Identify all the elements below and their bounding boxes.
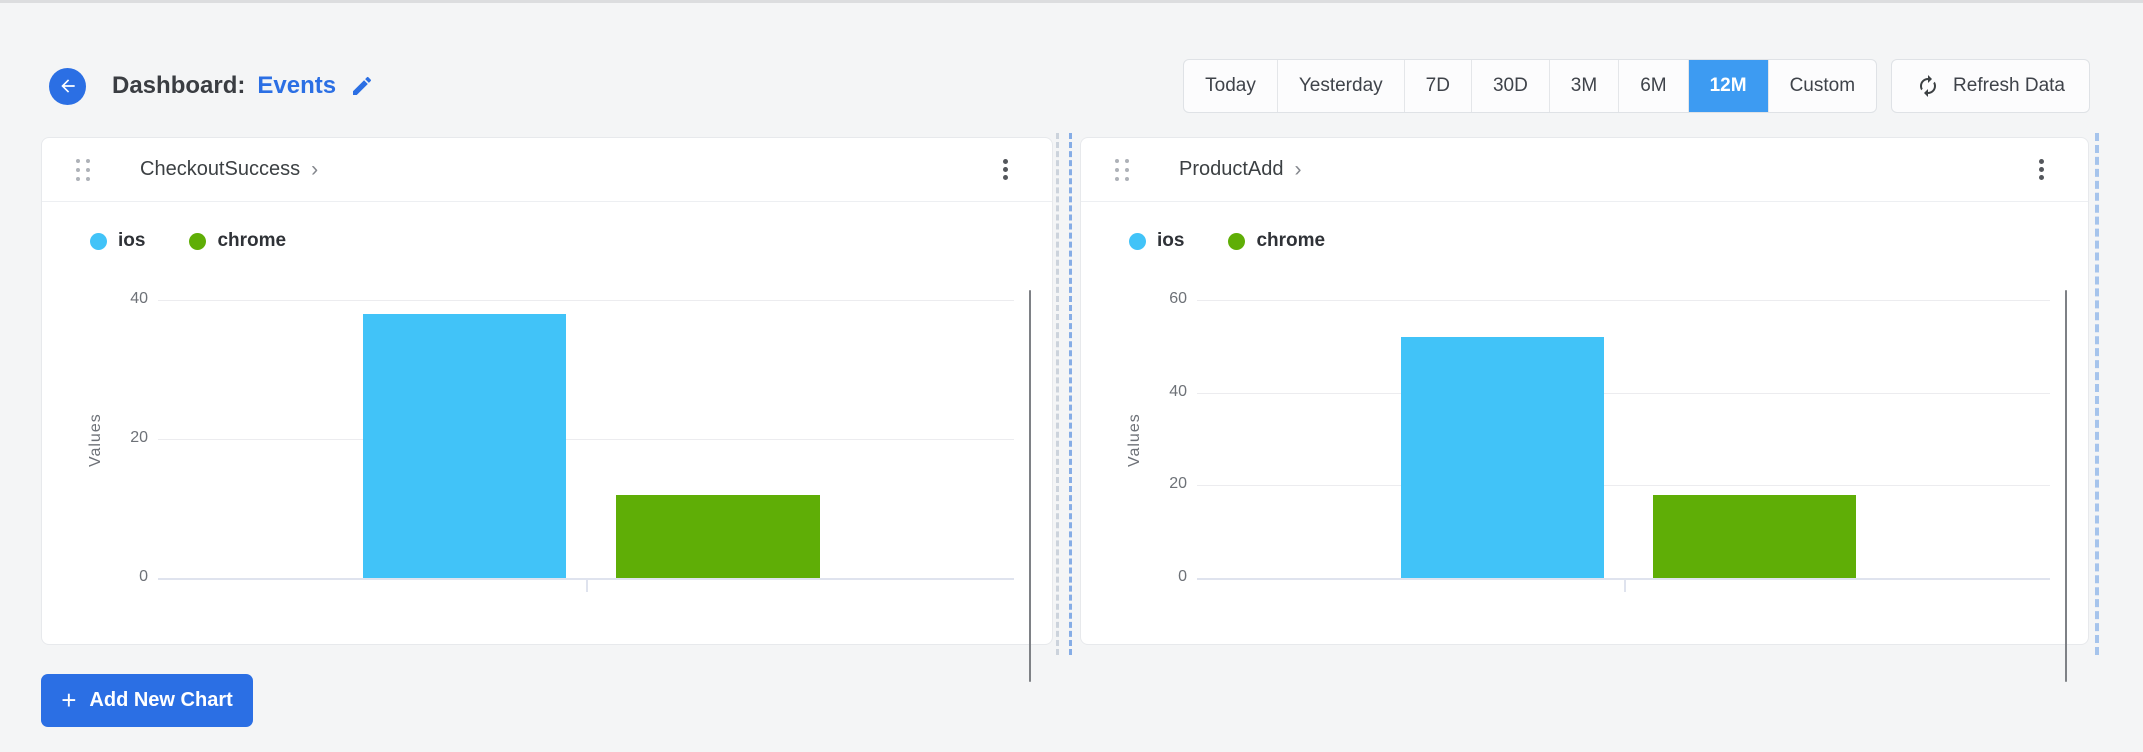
x-axis-tick <box>1623 578 1626 592</box>
chart-title-link[interactable]: ProductAdd › <box>1179 158 1302 181</box>
legend-label: chrome <box>217 230 287 251</box>
add-new-chart-button[interactable]: + Add New Chart <box>41 674 253 727</box>
x-axis-tick <box>586 578 588 592</box>
legend-label: chrome <box>1256 230 1326 251</box>
range-button-custom[interactable]: Custom <box>1767 60 1876 112</box>
chart-legend: ios chrome <box>1129 230 1325 252</box>
chart-title-link[interactable]: CheckoutSuccess › <box>140 158 318 181</box>
dashboard-canvas: CheckoutSuccess › ios chrome Values 0 20 4… <box>0 122 2143 752</box>
legend-dot-chrome <box>1228 232 1246 250</box>
top-border-line <box>0 0 2143 3</box>
edit-dashboard-name-button[interactable] <box>350 74 374 98</box>
bar-ios[interactable] <box>1400 337 1604 578</box>
back-button[interactable] <box>49 67 86 105</box>
bar-plot-area: 0 20 40 60 <box>1169 290 2050 592</box>
y-tick-label: 40 <box>130 290 148 307</box>
refresh-label: Refresh Data <box>1953 75 2065 96</box>
plus-icon: + <box>61 684 77 715</box>
y-tick-label: 0 <box>1178 568 1187 585</box>
y-axis-title: Values <box>1126 413 1143 467</box>
range-button-3m[interactable]: 3M <box>1548 60 1618 112</box>
legend-dot-chrome <box>189 232 207 250</box>
drag-handle-icon[interactable] <box>1111 155 1133 185</box>
gridline <box>158 439 1014 440</box>
y-tick-label: 40 <box>1169 382 1187 400</box>
y-tick-label: 0 <box>139 568 148 585</box>
refresh-icon <box>1916 74 1940 98</box>
chart-card-body: ios chrome Values 0 20 40 60 <box>1081 202 2088 682</box>
legend-label: ios <box>1157 230 1185 251</box>
kebab-menu-icon[interactable] <box>2031 150 2052 189</box>
chevron-right-icon: › <box>311 158 319 181</box>
chart-title: CheckoutSuccess <box>140 158 301 180</box>
dashboard-name: Events <box>257 72 337 99</box>
chart-card-header: ProductAdd › <box>1081 138 2088 202</box>
range-button-7d[interactable]: 7D <box>1403 60 1471 112</box>
chevron-right-icon: › <box>1294 158 1302 181</box>
grid-guide-dashed-right <box>2095 133 2099 655</box>
legend-label: ios <box>118 230 146 251</box>
range-button-today[interactable]: Today <box>1184 60 1277 112</box>
legend-dot-ios <box>1129 232 1146 250</box>
grid-guide-dashed-gray <box>1056 133 1059 655</box>
y-tick-label: 20 <box>1169 475 1187 493</box>
range-button-yesterday[interactable]: Yesterday <box>1276 60 1404 112</box>
range-button-12m-selected[interactable]: 12M <box>1687 60 1768 112</box>
chart-title: ProductAdd <box>1179 158 1284 180</box>
chart-scrollbar[interactable] <box>2065 290 2067 682</box>
chart-card-header: CheckoutSuccess › <box>42 138 1052 202</box>
pencil-icon <box>350 74 374 98</box>
time-range-button-group: Today Yesterday 7D 30D 3M 6M 12M Custom <box>1183 59 1878 113</box>
range-button-6m[interactable]: 6M <box>1618 60 1687 112</box>
y-tick-label: 20 <box>130 429 148 446</box>
chart-legend: ios chrome <box>90 230 286 252</box>
chart-card-checkoutsuccess: CheckoutSuccess › ios chrome Values 0 20 4… <box>41 137 1053 682</box>
time-range-controls: Today Yesterday 7D 30D 3M 6M 12M Custom … <box>1183 59 2090 113</box>
y-tick-label: 60 <box>1169 290 1187 307</box>
legend-item-chrome[interactable]: chrome <box>1228 230 1325 252</box>
gridline <box>158 300 1014 301</box>
legend-item-chrome[interactable]: chrome <box>189 230 286 252</box>
chart-scrollbar[interactable] <box>1029 290 1031 682</box>
bar-plot-area: 0 20 40 <box>130 290 1014 592</box>
refresh-data-button[interactable]: Refresh Data <box>1891 59 2090 113</box>
legend-item-ios[interactable]: ios <box>1129 230 1184 252</box>
gridline <box>1197 392 2050 394</box>
kebab-menu-icon[interactable] <box>995 150 1016 189</box>
chart-card-body: ios chrome Values 0 20 40 <box>42 202 1052 682</box>
y-axis-title: Values <box>87 413 104 467</box>
topbar: Dashboard: Events Today Yesterday 7D 30D… <box>49 58 2090 114</box>
range-button-30d[interactable]: 30D <box>1470 60 1549 112</box>
grid-guide-dashed-blue <box>1069 133 1072 655</box>
drag-handle-icon[interactable] <box>72 155 94 185</box>
add-chart-label: Add New Chart <box>89 689 233 711</box>
bar-chrome[interactable] <box>1653 494 1857 578</box>
gridline <box>1197 485 2050 487</box>
arrow-left-icon <box>58 76 78 96</box>
bar-chrome[interactable] <box>615 494 820 578</box>
bar-ios[interactable] <box>362 313 567 578</box>
chart-card-productadd: ProductAdd › ios chrome Values 0 20 40 60 <box>1080 137 2089 682</box>
gridline <box>1197 300 2050 301</box>
page-title: Dashboard: <box>112 72 246 99</box>
legend-item-ios[interactable]: ios <box>90 230 145 252</box>
header-left: Dashboard: Events <box>49 67 374 105</box>
legend-dot-ios <box>90 232 107 250</box>
